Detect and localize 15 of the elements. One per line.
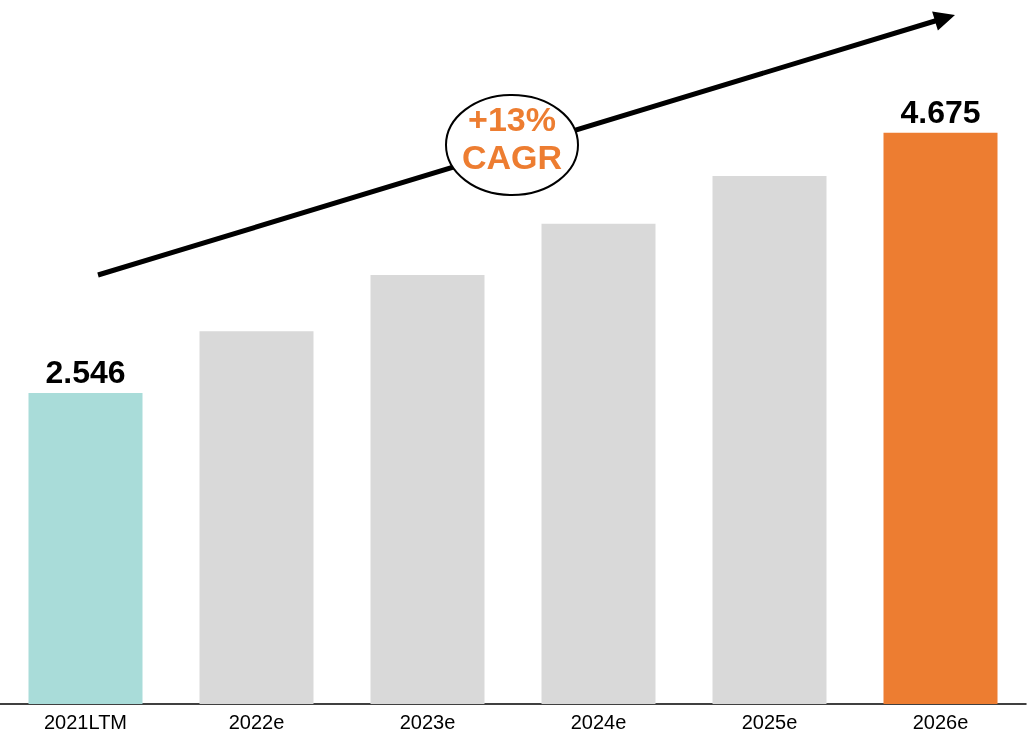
x-tick-label: 2022e — [228, 711, 285, 733]
x-tick-label: 2023e — [399, 711, 456, 733]
bar — [199, 331, 314, 704]
data-label: 2.546 — [45, 353, 126, 390]
bar — [712, 176, 827, 704]
bar — [883, 132, 998, 704]
x-tick-label: 2021LTM — [43, 711, 128, 733]
x-tick-label: 2024e — [570, 711, 627, 733]
annotation: +13% CAGR — [460, 100, 564, 176]
x-tick-label: 2025e — [741, 711, 798, 733]
x-tick-label: 2026e — [912, 711, 969, 733]
bar — [541, 223, 656, 704]
bar — [370, 275, 485, 704]
bar — [28, 392, 143, 704]
data-label: 4.675 — [900, 93, 981, 130]
